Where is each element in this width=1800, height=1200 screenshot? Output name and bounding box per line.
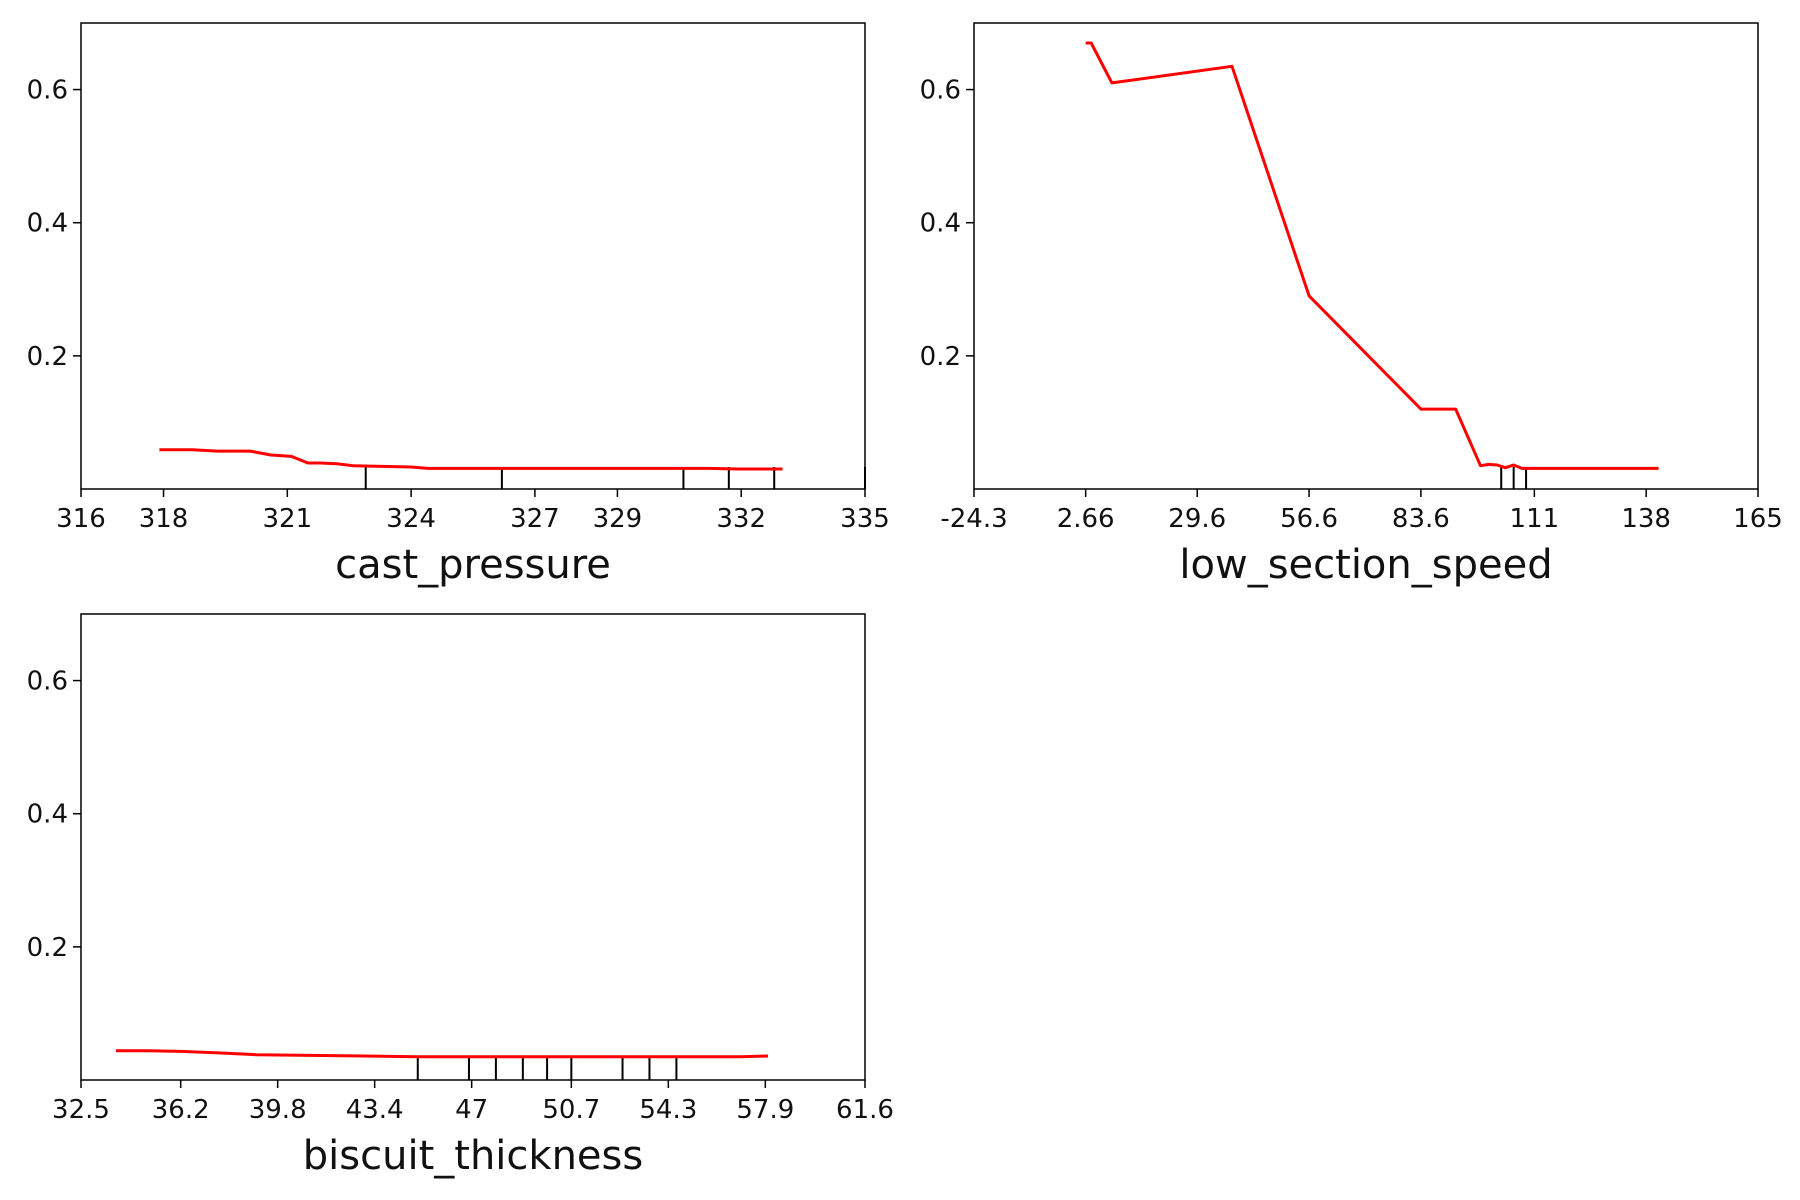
x-tick-label: 43.4 xyxy=(346,1095,404,1125)
x-tick-label: 54.3 xyxy=(639,1095,697,1125)
x-tick-label: 32.5 xyxy=(52,1095,110,1125)
y-tick-label: 0.6 xyxy=(27,667,68,697)
x-tick-label: 329 xyxy=(593,504,643,534)
x-tick-label: 29.6 xyxy=(1168,504,1226,534)
x-tick-label: -24.3 xyxy=(940,504,1007,534)
series-line xyxy=(1085,41,1659,470)
x-tick-label: 332 xyxy=(716,504,766,534)
axes-frame xyxy=(973,22,1759,490)
x-tick-label: 50.7 xyxy=(542,1095,600,1125)
y-tick-label: 0.4 xyxy=(27,209,68,239)
x-axis-label: biscuit_thickness xyxy=(303,1133,643,1179)
axes-frame xyxy=(80,613,866,1081)
y-tick-label: 0.2 xyxy=(27,342,68,372)
axes-frame xyxy=(80,22,866,490)
y-tick-label: 0.4 xyxy=(920,209,961,239)
x-tick-label: 335 xyxy=(840,504,890,534)
y-tick-label: 0.6 xyxy=(27,76,68,106)
y-tick-label: 0.2 xyxy=(920,342,961,372)
x-tick-label: 47 xyxy=(455,1095,488,1125)
series-line xyxy=(159,448,783,471)
x-tick-label: 321 xyxy=(262,504,312,534)
x-axis-label: low_section_speed xyxy=(1179,542,1552,588)
x-tick-label: 316 xyxy=(56,504,106,534)
x-tick-label: 57.9 xyxy=(736,1095,794,1125)
y-tick-label: 0.6 xyxy=(920,76,961,106)
x-tick-label: 165 xyxy=(1733,504,1783,534)
x-tick-label: 83.6 xyxy=(1392,504,1450,534)
y-tick-label: 0.4 xyxy=(27,800,68,830)
x-axis-label: cast_pressure xyxy=(335,542,611,588)
x-tick-label: 39.8 xyxy=(249,1095,307,1125)
x-tick-label: 324 xyxy=(386,504,436,534)
series-line xyxy=(116,1049,769,1059)
x-tick-label: 111 xyxy=(1510,504,1560,534)
x-tick-label: 138 xyxy=(1621,504,1671,534)
x-tick-label: 2.66 xyxy=(1057,504,1115,534)
y-tick-label: 0.2 xyxy=(27,933,68,963)
panel-cast-pressure: 0.2 0.4 0.6 316 318 321 324 327 329 332 335 cast_pr… xyxy=(27,22,890,588)
x-tick-label: 36.2 xyxy=(152,1095,210,1125)
x-tick-label: 318 xyxy=(139,504,189,534)
x-tick-label: 61.6 xyxy=(836,1095,894,1125)
panel-biscuit-thickness: 0.2 0.4 0.6 32.5 36.2 39.8 43.4 47 50.7 54.3 57.9 6… xyxy=(27,613,894,1179)
panel-low-section-speed: 0.2 0.4 0.6 -24.3 2.66 29.6 56.6 83.6 111 138 165 l… xyxy=(920,22,1783,588)
x-tick-label: 327 xyxy=(510,504,560,534)
x-tick-label: 56.6 xyxy=(1280,504,1338,534)
